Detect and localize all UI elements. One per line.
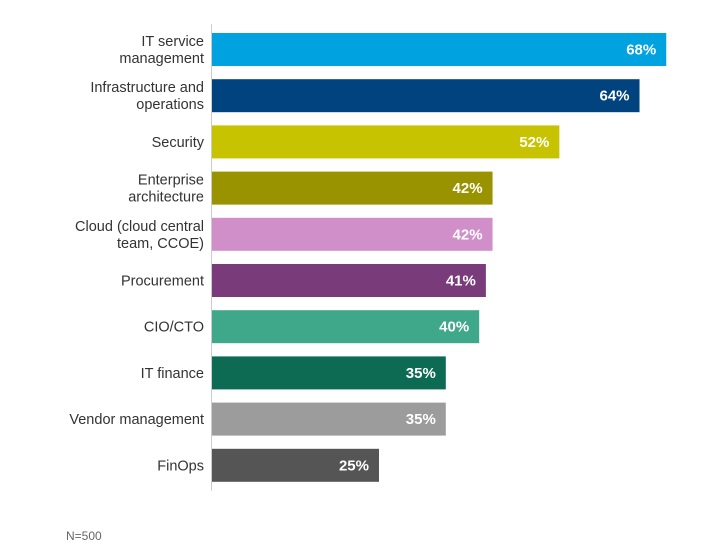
- bar-enterprise-architecture: [212, 171, 493, 205]
- category-label-procurement: Procurement: [121, 274, 204, 290]
- category-label-line: operations: [136, 97, 204, 113]
- category-label-line: Security: [152, 135, 205, 151]
- category-label-line: Enterprise: [138, 173, 204, 189]
- category-label-vendor-management: Vendor management: [69, 412, 204, 428]
- category-label-it-service-management: IT service management: [119, 34, 204, 67]
- value-label-cio-cto: 40%: [439, 319, 469, 336]
- value-label-cloud-cloud-central-team-ccoe: 42%: [453, 226, 483, 243]
- category-label-line: Cloud (cloud central: [75, 219, 204, 235]
- bar-it-service-management: [212, 33, 667, 66]
- category-label-security: Security: [152, 135, 205, 151]
- category-label-line: Procurement: [121, 274, 204, 290]
- bar-it-finance: [212, 356, 446, 390]
- category-label-enterprise-architecture: Enterprise architecture: [128, 173, 204, 206]
- value-label-enterprise-architecture: 42%: [453, 180, 483, 197]
- value-label-infrastructure-and-operations: 64%: [599, 88, 629, 105]
- category-label-line: FinOps: [157, 458, 204, 474]
- category-label-cio-cto: CIO/CTO: [144, 320, 204, 336]
- category-label-finops: FinOps: [157, 458, 204, 474]
- bar-chart: 68% 64% 52% 42% 42% 41% 40% 35% 35% 25% IT servic…: [69, 24, 667, 491]
- category-label-line: Infrastructure and: [90, 80, 204, 96]
- category-label-infrastructure-and-operations: Infrastructure and operations: [90, 80, 204, 113]
- value-label-security: 52%: [519, 134, 549, 151]
- value-label-vendor-management: 35%: [406, 411, 436, 428]
- bars-group: [212, 33, 667, 482]
- category-label-line: Vendor management: [69, 412, 204, 428]
- category-label-line: IT service: [141, 34, 204, 50]
- category-label-line: CIO/CTO: [144, 320, 204, 336]
- bar-cio-cto: [212, 310, 480, 344]
- category-labels-group: IT service management Infrastructure and op…: [69, 34, 204, 474]
- bar-vendor-management: [212, 402, 446, 436]
- sample-size-note: N=500: [66, 529, 102, 543]
- bar-cloud-cloud-central-team-ccoe: [212, 217, 493, 251]
- category-label-cloud-cloud-central-team-ccoe: Cloud (cloud central team, CCOE): [75, 219, 204, 252]
- bar-infrastructure-and-operations: [212, 79, 640, 113]
- bar-finops: [212, 448, 379, 482]
- bar-security: [212, 125, 560, 159]
- category-label-line: team, CCOE): [117, 236, 204, 252]
- value-labels-group: 68% 64% 52% 42% 42% 41% 40% 35% 35% 25%: [339, 42, 656, 475]
- value-label-finops: 25%: [339, 457, 369, 474]
- category-label-it-finance: IT finance: [141, 366, 204, 382]
- category-label-line: architecture: [128, 190, 204, 206]
- bar-procurement: [212, 264, 486, 297]
- value-label-it-finance: 35%: [406, 365, 436, 382]
- value-label-procurement: 41%: [446, 273, 476, 290]
- category-label-line: management: [119, 51, 204, 67]
- category-label-line: IT finance: [141, 366, 204, 382]
- value-label-it-service-management: 68%: [626, 42, 656, 59]
